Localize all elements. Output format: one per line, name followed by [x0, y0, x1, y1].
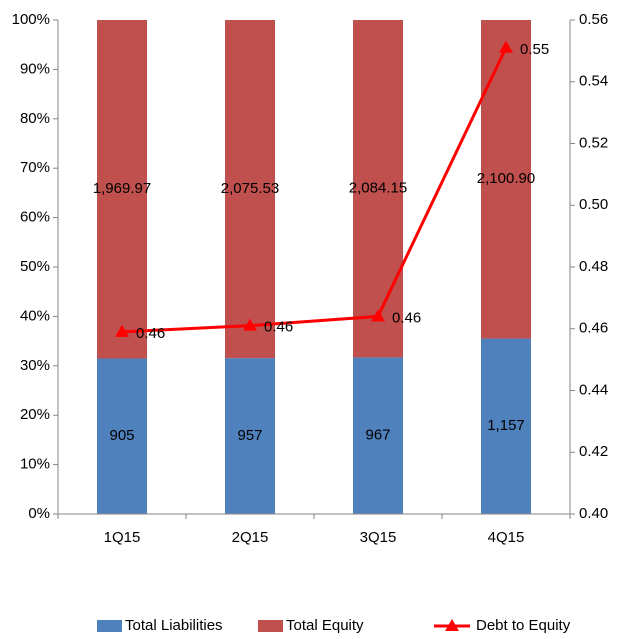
- y2-tick-label: 0.42: [579, 443, 608, 460]
- y-tick-label: 60%: [20, 209, 50, 226]
- bar-segment: [481, 20, 531, 339]
- line-marker: [243, 318, 257, 331]
- data-label: 1,157: [487, 417, 525, 434]
- data-label: 1,969.97: [93, 180, 151, 197]
- bar-segment: [481, 338, 531, 514]
- data-label: 2,075.53: [221, 180, 279, 197]
- data-label: 0.55: [520, 41, 549, 58]
- y2-tick-label: 0.46: [579, 320, 608, 337]
- line-marker: [115, 324, 129, 337]
- y-tick-label: 20%: [20, 406, 50, 423]
- line-marker: [499, 40, 513, 53]
- x-tick-label: 4Q15: [488, 529, 525, 546]
- data-label: 0.46: [392, 309, 421, 326]
- legend-swatch: [258, 620, 283, 632]
- y-tick-label: 80%: [20, 110, 50, 127]
- x-tick-label: 3Q15: [360, 529, 397, 546]
- y2-tick-label: 0.44: [579, 381, 608, 398]
- y-tick-label: 40%: [20, 307, 50, 324]
- y-tick-label: 70%: [20, 159, 50, 176]
- x-tick-label: 1Q15: [104, 529, 141, 546]
- bar-segment: [353, 357, 403, 514]
- y2-tick-label: 0.52: [579, 134, 608, 151]
- legend-swatch: [445, 619, 459, 631]
- y2-tick-label: 0.50: [579, 196, 608, 213]
- bar-segment: [97, 20, 147, 359]
- y2-tick-label: 0.48: [579, 258, 608, 275]
- data-label: 2,100.90: [477, 170, 535, 187]
- line-series: [121, 47, 508, 334]
- y-tick-label: 30%: [20, 357, 50, 374]
- data-label: 905: [109, 427, 134, 444]
- legend-swatch: [97, 620, 122, 632]
- legend-label: Debt to Equity: [476, 617, 571, 634]
- y2-tick-label: 0.54: [579, 73, 608, 90]
- legend-label: Total Equity: [286, 617, 364, 634]
- x-tick-label: 2Q15: [232, 529, 269, 546]
- legend-label: Total Liabilities: [125, 617, 223, 634]
- data-label: 0.46: [264, 319, 293, 336]
- bar-segment: [97, 358, 147, 514]
- bar-segment: [225, 358, 275, 514]
- data-label: 0.46: [136, 325, 165, 342]
- data-label: 967: [365, 427, 390, 444]
- data-label: 957: [237, 427, 262, 444]
- data-label: 2,084.15: [349, 180, 407, 197]
- bar-segment: [353, 20, 403, 358]
- y-tick-label: 50%: [20, 258, 50, 275]
- y2-tick-label: 0.56: [579, 11, 608, 28]
- y-tick-label: 10%: [20, 456, 50, 473]
- line-marker: [371, 309, 385, 322]
- y-tick-label: 0%: [28, 505, 50, 522]
- y-tick-label: 100%: [12, 11, 50, 28]
- y-tick-label: 90%: [20, 60, 50, 77]
- y2-tick-label: 0.40: [579, 505, 608, 522]
- bar-segment: [225, 20, 275, 359]
